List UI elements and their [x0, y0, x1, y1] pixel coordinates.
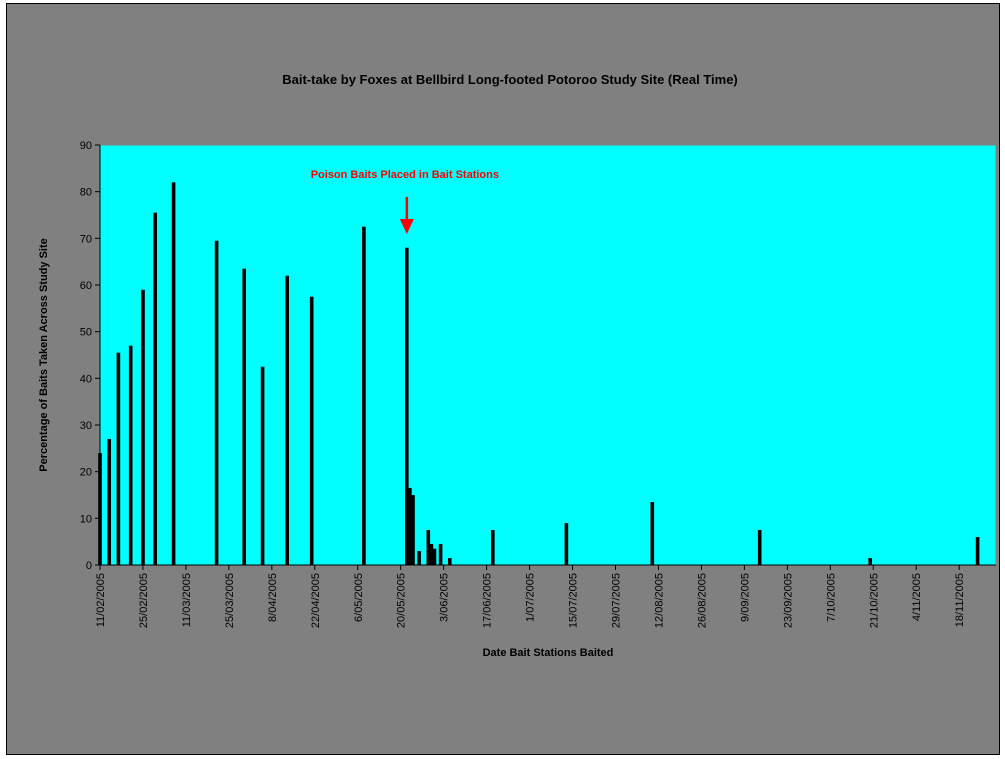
x-tick-label: 15/07/2005: [568, 573, 580, 628]
bar-16: [417, 551, 421, 565]
y-tick-label: 40: [80, 373, 92, 385]
bar-8: [242, 268, 246, 565]
x-tick-label: 7/10/2005: [825, 573, 837, 622]
bar-25: [757, 530, 762, 565]
y-axis: 0 10 20 30 40 50 60 70 80 90: [80, 140, 101, 572]
annotation-group: Poison Baits Placed in Bait Stations: [311, 169, 499, 234]
x-tick-label: 11/02/2005: [95, 573, 107, 627]
y-tick-label: 60: [80, 280, 92, 292]
x-tick-label: 25/02/2005: [138, 573, 150, 628]
x-tick-label: 20/05/2005: [396, 573, 408, 628]
x-tick-label: 23/09/2005: [782, 573, 794, 628]
x-tick-label: 4/11/2005: [911, 573, 923, 621]
bar-23: [564, 523, 569, 565]
x-tick-label: 11/03/2005: [181, 573, 193, 627]
x-tick-label: 6/05/2005: [353, 573, 365, 622]
bar-2: [116, 352, 121, 565]
bar-4: [141, 289, 145, 565]
bar-11: [309, 296, 314, 565]
bar-27: [975, 537, 980, 565]
bar-24: [650, 502, 655, 565]
y-tick-label: 90: [80, 140, 92, 152]
y-tick-label: 70: [80, 233, 92, 245]
bar-26: [868, 558, 872, 565]
x-tick-label: 12/08/2005: [653, 573, 665, 628]
y-tick-label: 30: [80, 420, 92, 432]
bar-7: [214, 240, 219, 565]
bar-20: [438, 544, 443, 565]
x-tick-label: 26/08/2005: [696, 573, 708, 628]
x-tick-label: 25/03/2005: [224, 573, 236, 628]
bar-10: [285, 275, 289, 565]
bar-18: [429, 544, 434, 565]
plot-area: [99, 144, 997, 566]
x-tick-label: 9/09/2005: [739, 573, 751, 622]
y-tick-label: 80: [80, 187, 92, 199]
bar-13: [405, 247, 409, 565]
x-axis: 11/02/2005 25/02/2005 11/03/2005 25/03/2005…: [95, 564, 996, 628]
y-tick-label: 20: [80, 467, 92, 479]
y-axis-title: Percentage of Baits Taken Across Study S…: [38, 238, 50, 472]
annotation-arrow-head: [399, 219, 414, 234]
x-tick-label: 29/07/2005: [611, 573, 623, 628]
bar-3: [128, 345, 133, 565]
x-tick-label: 3/06/2005: [439, 573, 451, 622]
bar-12: [362, 226, 366, 565]
bar-17: [426, 530, 431, 565]
y-tick-label: 10: [80, 513, 92, 525]
bar-15: [411, 495, 415, 565]
y-tick-label: 50: [80, 327, 92, 339]
chart-title: Bait-take by Foxes at Bellbird Long-foot…: [282, 72, 738, 87]
x-axis-title: Date Bait Stations Baited: [483, 647, 614, 659]
x-tick-label: 21/10/2005: [868, 573, 880, 628]
x-tick-label: 1/07/2005: [525, 573, 537, 622]
y-tick-label: 0: [86, 560, 92, 572]
annotation-label: Poison Baits Placed in Bait Stations: [311, 169, 499, 181]
bar-22: [491, 530, 495, 565]
bar-14: [408, 488, 412, 565]
x-tick-label: 22/04/2005: [310, 573, 322, 628]
bar-5: [153, 212, 157, 565]
bar-21: [448, 558, 452, 565]
x-tick-label: 8/04/2005: [267, 573, 279, 622]
bar-19: [432, 548, 437, 565]
bar-6: [171, 182, 176, 566]
x-tick-label: 18/11/2005: [954, 573, 966, 627]
bar-1: [107, 439, 111, 565]
x-tick-label: 17/06/2005: [482, 573, 494, 628]
bar-9: [260, 366, 265, 565]
